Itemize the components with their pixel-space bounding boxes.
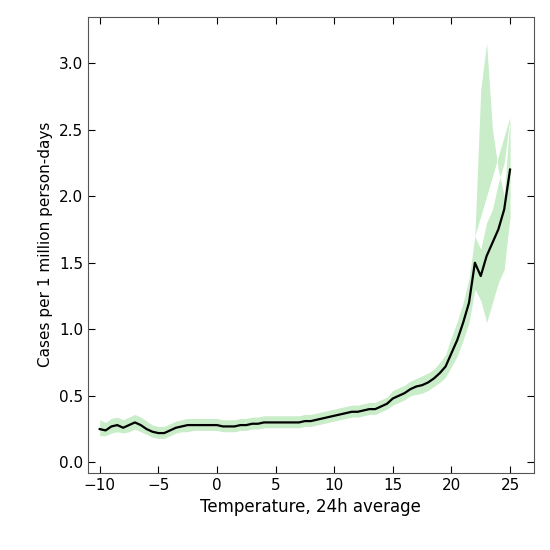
Y-axis label: Cases per 1 million person-days: Cases per 1 million person-days — [39, 122, 53, 367]
X-axis label: Temperature, 24h average: Temperature, 24h average — [200, 498, 421, 516]
